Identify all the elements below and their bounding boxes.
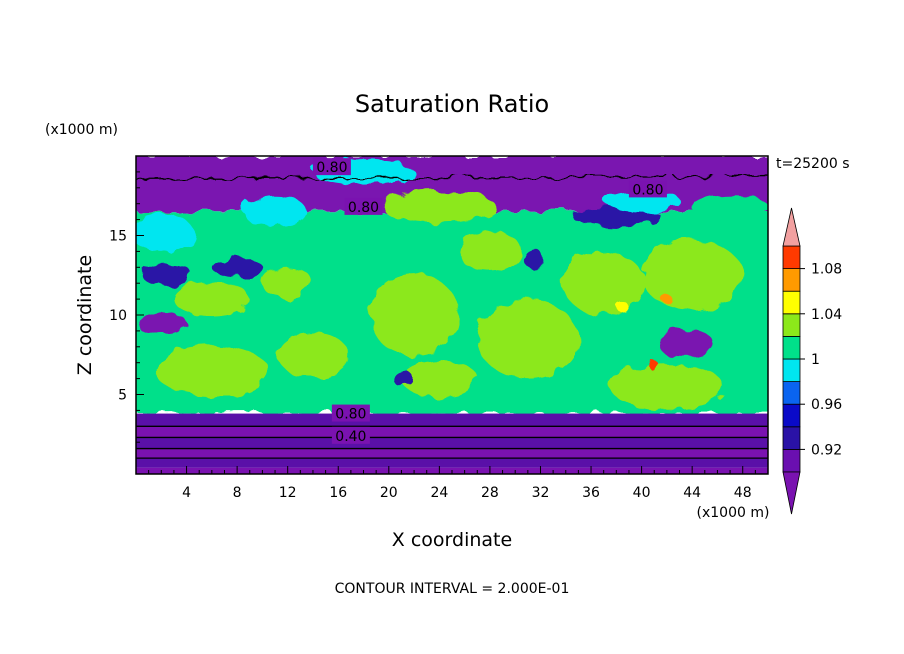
field-region-26 — [661, 294, 672, 304]
x-unit-label: (x1000 m) — [697, 505, 770, 521]
contour-label-0: 0.80 — [316, 160, 347, 176]
colorbar-over-arrow — [782, 207, 801, 247]
field-region-13 — [136, 213, 193, 252]
lower-layer-3 — [136, 437, 768, 449]
x-tick-label: 32 — [532, 485, 550, 501]
contour-label-bg-0 — [312, 158, 351, 176]
field-region-17 — [136, 311, 187, 335]
chart-title: Saturation Ratio — [355, 90, 549, 118]
colorbar-tick-label: 1.04 — [811, 307, 842, 323]
colorbar-segment — [782, 448, 801, 473]
y-tick-label: 15 — [109, 229, 127, 245]
field-region-3 — [477, 299, 579, 379]
contour-label-3: 0.80 — [335, 407, 366, 423]
field-region-7 — [154, 345, 269, 397]
contour-label-bg-3 — [331, 404, 370, 422]
field-region-5 — [641, 240, 743, 311]
colorbar: 0.92 0.96 1 1.04 1.08 — [782, 207, 842, 515]
contour-labels: 0.80 0.80 0.80 0.80 0.40 — [312, 158, 667, 445]
contour-interval-footer: CONTOUR INTERVAL = 2.000E-01 — [335, 581, 570, 597]
field-region-8 — [277, 332, 349, 378]
x-tick-label: 36 — [582, 485, 600, 501]
y-axis-label: Z coordinate — [74, 255, 96, 375]
contour-label-bg-1 — [344, 197, 383, 215]
field-region-20 — [572, 206, 661, 226]
contour-label-bg-2 — [628, 180, 667, 198]
field-region-14 — [243, 195, 307, 228]
time-label: t=25200 s — [776, 156, 850, 172]
colorbar-tick-label: 1 — [811, 352, 820, 368]
field-region-12 — [173, 281, 250, 317]
colorbar-segment — [782, 245, 801, 270]
y-axis: 5 10 15 — [109, 171, 144, 459]
colorbar-segment — [782, 313, 801, 337]
field-region-25 — [692, 194, 768, 220]
x-axis: 4 8 12 16 20 24 28 32 36 40 44 48 — [148, 466, 756, 501]
y-tick-label: 10 — [109, 308, 127, 324]
x-tick-label: 40 — [633, 485, 651, 501]
lower-layer-1 — [136, 458, 768, 468]
x-axis-label: X coordinate — [392, 529, 512, 551]
colorbar-segment — [782, 381, 801, 405]
colorbar-segment — [782, 335, 801, 360]
contour-line-upper-6 — [136, 174, 768, 181]
field-region-27 — [616, 302, 629, 312]
field-region-16 — [211, 257, 263, 277]
field-region-19 — [391, 369, 412, 385]
x-tick-label: 24 — [430, 485, 448, 501]
colorbar-tick-label: 0.92 — [811, 442, 842, 458]
x-tick-label: 8 — [233, 485, 242, 501]
y-unit-label: (x1000 m) — [45, 122, 118, 138]
field-region-9 — [262, 267, 313, 300]
lower-layer-5 — [136, 413, 768, 427]
colorbar-segment — [782, 403, 801, 428]
y-tick-label: 5 — [118, 388, 127, 404]
x-tick-label: 20 — [380, 485, 398, 501]
x-tick-label: 16 — [329, 485, 347, 501]
lower-layer-4 — [136, 426, 768, 438]
field-region-10 — [610, 364, 724, 409]
contour-label-2: 0.80 — [632, 182, 663, 198]
colorbar-tick-label: 0.96 — [811, 397, 842, 413]
colorbar-segment — [782, 426, 801, 450]
colorbar-segment — [782, 268, 801, 292]
field-region-2 — [369, 273, 459, 357]
contour-lines — [136, 174, 768, 459]
field-region-4 — [563, 251, 645, 315]
x-tick-label: 12 — [279, 485, 297, 501]
colorbar-segment — [782, 290, 801, 315]
x-tick-label: 28 — [481, 485, 499, 501]
colorbar-tick-label: 1.08 — [811, 262, 842, 278]
x-tick-label: 4 — [182, 485, 191, 501]
field-region-11 — [401, 359, 478, 398]
field-region-6 — [458, 230, 522, 273]
field-region-28 — [649, 361, 660, 371]
field-region-21 — [524, 249, 545, 269]
contour-label-bg-4 — [331, 426, 370, 444]
field-region-15 — [142, 264, 193, 287]
lower-layer-2 — [136, 448, 768, 459]
x-tick-label: 44 — [683, 485, 701, 501]
contour-label-4: 0.40 — [335, 429, 366, 445]
x-tick-label: 48 — [734, 485, 752, 501]
field-region-18 — [658, 329, 714, 358]
colorbar-segment — [782, 358, 801, 383]
field-region-23 — [382, 190, 497, 223]
colorbar-under-arrow — [782, 471, 801, 515]
contour-label-1: 0.80 — [348, 200, 379, 216]
